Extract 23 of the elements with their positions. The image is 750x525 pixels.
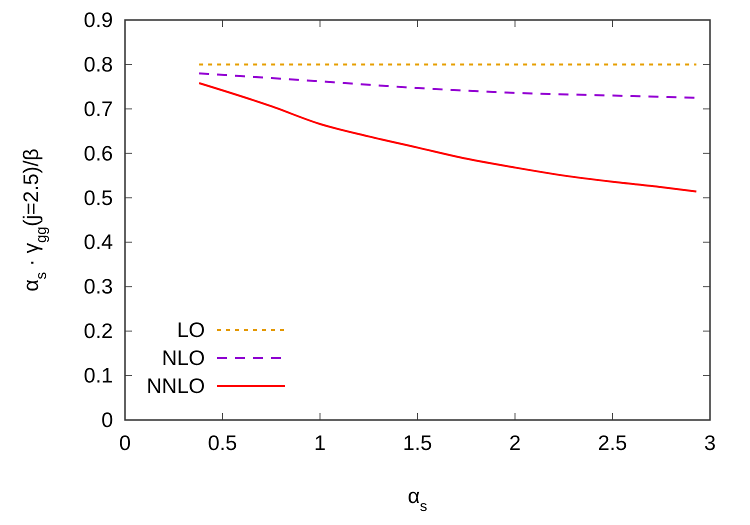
x-tick-label: 3: [704, 432, 716, 455]
x-tick-label: 1.5: [402, 432, 432, 455]
x-tick-label: 2.5: [598, 432, 628, 455]
legend-label: NLO: [162, 347, 205, 370]
y-tick-label: 0.9: [84, 9, 113, 32]
y-tick-label: 0.6: [84, 142, 113, 166]
x-axis-title: α$_{s}$: [408, 485, 428, 515]
y-tick-label: 0.4: [84, 231, 114, 254]
y-tick-label: 0.8: [84, 53, 113, 76]
line-series: [198, 82, 698, 193]
line-series: [198, 72, 698, 99]
y-tick-label: 0: [101, 409, 113, 432]
y-tick-label: 0.2: [84, 320, 113, 344]
x-tick-label: 1: [314, 432, 326, 455]
x-tick-label: 0: [119, 432, 131, 455]
y-tick-label: 0.1: [84, 364, 113, 388]
y-tick-label: 0.3: [84, 276, 113, 299]
legend-label: LO: [176, 319, 205, 342]
x-tick-label: 2: [509, 432, 521, 455]
legend-label: NNLO: [146, 375, 205, 398]
y-tick-label: 0.5: [84, 186, 113, 210]
y-tick-label: 0.7: [84, 98, 113, 121]
x-tick-label: 0.5: [208, 432, 238, 455]
